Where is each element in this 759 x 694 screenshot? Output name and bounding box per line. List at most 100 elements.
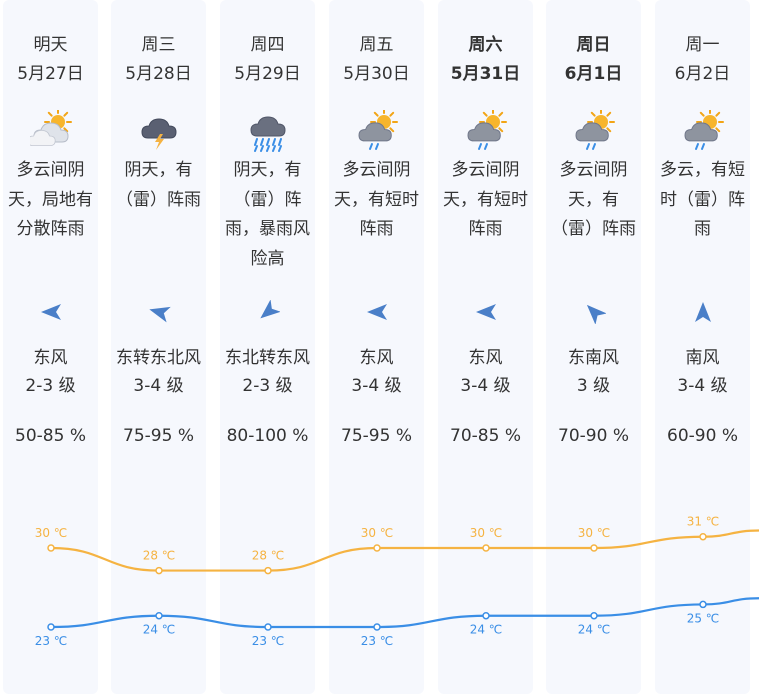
day-column: 明天 5月27日 多云间阴天，局地有分散阵雨东风 2-3 级 50-85 %	[3, 0, 98, 694]
wind-direction: 南风	[685, 348, 720, 368]
date-label: 5月28日	[125, 64, 192, 84]
high-temp-label: 28 ℃	[252, 549, 285, 563]
humidity: 50-85 %	[15, 426, 86, 446]
day-label: 周三	[141, 35, 176, 55]
wind-direction: 东风	[33, 348, 68, 368]
day-label: 周六	[468, 35, 503, 55]
date-label: 6月1日	[564, 64, 623, 84]
weather-description-line: 天，局地有	[8, 189, 93, 210]
weather-description-line: （雷）阵雨	[116, 189, 201, 210]
weather-description-line: （雷）阵雨	[551, 219, 636, 239]
wind-level: 3-4 级	[677, 376, 728, 396]
date-label: 6月2日	[674, 64, 731, 84]
weather-description: 阴天，有 （雷）阵 雨，暴雨风 险高	[220, 156, 315, 274]
high-temp-point	[482, 544, 490, 552]
humidity: 75-95 %	[123, 426, 194, 446]
low-temp-point	[47, 623, 55, 631]
wind-arrow-east-icon	[474, 300, 498, 324]
date-label: 5月27日	[17, 64, 84, 84]
weather-description-line: 雨，暴雨风	[225, 219, 310, 239]
wind-arrow-east-northeast-icon	[147, 300, 171, 324]
wind-arrow-east-icon	[39, 300, 63, 324]
high-temp-label: 30 ℃	[470, 526, 503, 540]
high-temp-label: 30 ℃	[35, 526, 68, 540]
date-label: 5月29日	[234, 64, 301, 84]
weather-description-line: 雨	[694, 219, 711, 239]
day-label: 周四	[250, 35, 285, 55]
day-column: 周三 5月28日 阴天，有 （雷）阵雨 东转东北风 3-4 级 75-95 %	[111, 0, 206, 694]
partly-cloudy-shower-icon	[467, 110, 507, 150]
wind-level: 3-4 级	[460, 376, 511, 396]
humidity: 80-100 %	[226, 426, 309, 446]
thunderstorm-icon	[140, 118, 177, 150]
high-temp-point	[47, 544, 55, 552]
day-column: 周五 5月30日 多云间阴 天，有短时 阵雨 东风 3-4 级 75-95 %	[329, 0, 424, 694]
day-column: 周四 5月29日 阴天，有 （雷）阵 雨，暴雨风 险高 东北转东风 2-3 级 80-100 …	[220, 0, 315, 694]
low-temp-label: 23 ℃	[35, 634, 68, 648]
high-temp-point	[699, 532, 707, 541]
low-temp-point	[155, 611, 163, 620]
day-label: 周一	[685, 35, 720, 55]
day-column: 周六 5月31日 多云间阴 天，有短时 阵雨 东风 3-4 级 70-85 %	[438, 0, 533, 694]
weather-description-line: 多云间阴	[559, 160, 628, 180]
weather-description-line: 多云间阴	[16, 160, 85, 180]
day-label: 明天	[33, 35, 68, 55]
weather-description-line: 天，有短时	[443, 189, 528, 210]
weather-description: 阴天，有 （雷）阵雨	[111, 156, 206, 215]
low-temp-label: 23 ℃	[361, 634, 394, 648]
wind-arrow-east-icon	[365, 300, 389, 324]
wind-level: 3 级	[576, 376, 611, 396]
weather-description: 多云间阴 天，有短时 阵雨	[438, 156, 533, 245]
low-temp-label: 24 ℃	[143, 623, 176, 637]
partly-cloudy-shower-icon	[684, 110, 724, 150]
weather-description-line: 阴天，有	[124, 160, 193, 180]
wind-direction: 东风	[468, 348, 503, 368]
cloudy-overcast-rain-icon	[29, 110, 72, 147]
weather-description-line: 阴天，有	[233, 160, 302, 180]
wind-direction: 东北转东风	[225, 348, 310, 368]
day-label: 周日	[576, 35, 611, 55]
high-temp-label: 31 ℃	[687, 515, 720, 529]
weather-description-line: 险高	[250, 248, 285, 269]
high-temp-point	[264, 566, 272, 575]
low-temp-point	[264, 623, 272, 631]
weather-description: 多云间阴天，有 （雷）阵雨	[546, 156, 641, 245]
wind-level: 2-3 级	[25, 376, 76, 396]
wind-direction: 东风	[359, 348, 394, 368]
low-temp-point	[482, 611, 490, 620]
low-temp-label: 25 ℃	[687, 611, 720, 625]
wind-level: 3-4 级	[351, 376, 402, 396]
date-label: 5月30日	[343, 64, 410, 84]
weather-description-line: 分散阵雨	[16, 219, 85, 239]
wind-arrow-southeast-icon	[582, 300, 607, 325]
day-column: 周一 6月2日 多云，有短 时（雷）阵雨南风 3-4 级 60-90 %	[655, 0, 750, 694]
wind-arrow-northeast-icon	[256, 299, 281, 324]
day-label: 周五	[359, 35, 394, 55]
high-temp-label: 30 ℃	[361, 526, 394, 540]
high-temp-point	[155, 566, 163, 575]
partly-cloudy-shower-icon	[575, 110, 615, 150]
wind-arrow-south-icon	[691, 300, 715, 324]
low-temp-label: 24 ℃	[578, 623, 611, 637]
high-temp-point	[590, 544, 598, 552]
heavy-rain-icon	[249, 116, 286, 152]
weather-description: 多云间阴 天，有短时 阵雨	[329, 156, 424, 245]
weather-description-line: 多云间阴	[451, 160, 520, 180]
weather-description-line: 天，有	[568, 189, 619, 210]
date-label: 5月31日	[450, 64, 521, 84]
wind-level: 3-4 级	[133, 376, 184, 396]
weather-description-line: 时（雷）阵	[660, 189, 745, 210]
low-temp-label: 24 ℃	[470, 623, 503, 637]
low-temp-point	[373, 623, 381, 631]
weather-description: 多云间阴天，局地有分散阵雨	[3, 156, 98, 245]
weather-description-line: 天，有短时	[334, 189, 419, 210]
humidity: 60-90 %	[667, 426, 738, 446]
weather-description-line: 阵雨	[359, 219, 394, 239]
humidity: 70-90 %	[558, 426, 629, 446]
weather-description: 多云，有短 时（雷）阵雨	[655, 156, 750, 245]
low-temp-point	[699, 600, 707, 609]
high-temp-label: 28 ℃	[143, 549, 176, 563]
low-temp-line	[50, 597, 759, 629]
day-column: 周日 6月1日 多云间阴 天，有 （雷）阵雨 东南风 3 级 70-90 %	[546, 0, 641, 694]
